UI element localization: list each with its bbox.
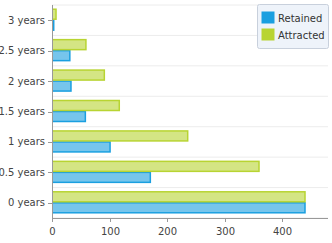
band-separator bbox=[52, 218, 328, 219]
band-separator bbox=[52, 157, 328, 158]
bar bbox=[52, 131, 188, 141]
bar bbox=[52, 101, 119, 111]
y-axis-line bbox=[52, 5, 53, 218]
bar bbox=[52, 142, 110, 152]
bar bbox=[52, 192, 305, 202]
bar bbox=[52, 172, 150, 182]
legend-swatch bbox=[262, 12, 274, 23]
y-tick bbox=[48, 20, 52, 21]
legend-label: Retained bbox=[278, 13, 322, 24]
category-label: 0.5 years bbox=[0, 167, 45, 178]
category-label: 3 years bbox=[8, 15, 45, 26]
x-tick-label: 300 bbox=[216, 226, 235, 237]
bar bbox=[52, 161, 259, 171]
y-tick bbox=[48, 81, 52, 82]
bars bbox=[52, 9, 305, 213]
category-label: 2.5 years bbox=[0, 45, 45, 56]
legend-label: Attracted bbox=[278, 30, 325, 41]
x-tick-label: 100 bbox=[101, 226, 120, 237]
y-tick bbox=[48, 142, 52, 143]
legend-swatch bbox=[262, 29, 274, 40]
bar bbox=[52, 203, 305, 213]
y-tick bbox=[48, 172, 52, 173]
x-tick-label: 200 bbox=[158, 226, 177, 237]
band-separator bbox=[52, 65, 328, 66]
category-label: 0 years bbox=[8, 197, 45, 208]
bar bbox=[52, 51, 70, 61]
y-tick bbox=[48, 203, 52, 204]
y-tick bbox=[48, 51, 52, 52]
x-tick-label: 0 bbox=[49, 226, 55, 237]
category-label: 1.5 years bbox=[0, 106, 45, 117]
chart: 0 100 200 300 400 0 years 0.5 years 1 years 1.5 … bbox=[0, 0, 332, 243]
category-label: 2 years bbox=[8, 76, 45, 87]
chart-root: 0 100 200 300 400 0 years 0.5 years 1 years 1.5 … bbox=[0, 0, 332, 243]
x-tick-label: 400 bbox=[273, 226, 292, 237]
band-separator bbox=[52, 126, 328, 127]
category-label: 1 years bbox=[8, 136, 45, 147]
band-separator bbox=[52, 96, 328, 97]
legend: Retained Attracted bbox=[258, 5, 329, 49]
bar bbox=[52, 70, 104, 80]
bar bbox=[52, 40, 86, 50]
bar bbox=[52, 81, 71, 91]
bar bbox=[52, 112, 85, 122]
x-axis-line bbox=[52, 218, 328, 219]
band-separator bbox=[52, 187, 328, 188]
legend-box bbox=[258, 5, 329, 49]
y-tick bbox=[48, 112, 52, 113]
